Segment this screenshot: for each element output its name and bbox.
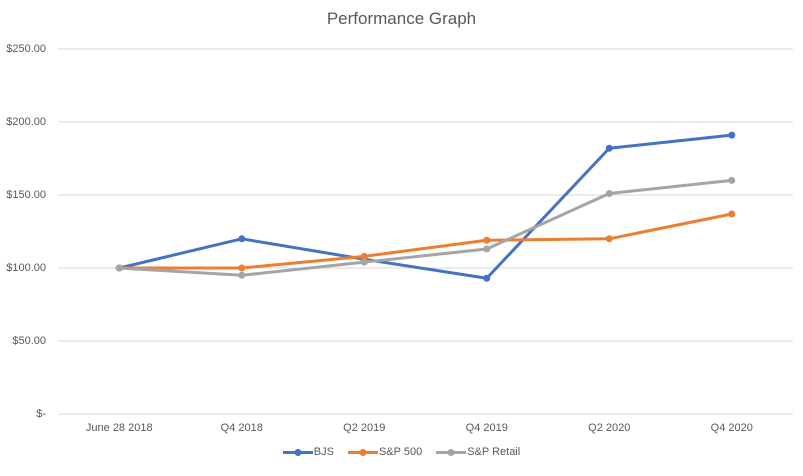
legend-line-marker-icon — [282, 448, 313, 456]
legend-label: S&P Retail — [467, 446, 521, 458]
legend-item-sp-retail[interactable]: S&P Retail — [436, 446, 520, 458]
chart-legend: BJS S&P 500 S&P Retail — [0, 446, 803, 458]
x-axis-tick-label: Q2 2019 — [343, 422, 386, 434]
x-axis-tick-label: Q4 2019 — [465, 422, 508, 434]
y-axis-tick-label: $100.00 — [6, 262, 46, 274]
legend-line-marker-icon — [436, 448, 467, 456]
y-axis-tick-label: $- — [36, 408, 46, 420]
legend-item-bjs[interactable]: BJS — [282, 446, 334, 458]
x-axis-tick-label: Q2 2020 — [588, 422, 631, 434]
y-axis-tick-label: $250.00 — [6, 43, 46, 55]
legend-line-marker-icon — [347, 448, 378, 456]
chart-title: Performance Graph — [326, 9, 477, 28]
legend-item-sp500[interactable]: S&P 500 — [347, 446, 423, 458]
legend-label: S&P 500 — [378, 446, 423, 458]
x-axis-tick-label: Q4 2020 — [710, 422, 753, 434]
y-axis-tick-label: $150.00 — [6, 189, 46, 201]
legend-label: BJS — [313, 446, 334, 458]
x-axis-tick-label: Q4 2018 — [220, 422, 263, 434]
x-axis: June 28 2018 Q4 2018 Q2 2019 Q4 2019 Q2 … — [58, 422, 793, 434]
y-axis-tick-label: $50.00 — [12, 335, 46, 347]
x-axis-tick-label: June 28 2018 — [85, 422, 153, 434]
y-axis-tick-label: $200.00 — [6, 116, 46, 128]
